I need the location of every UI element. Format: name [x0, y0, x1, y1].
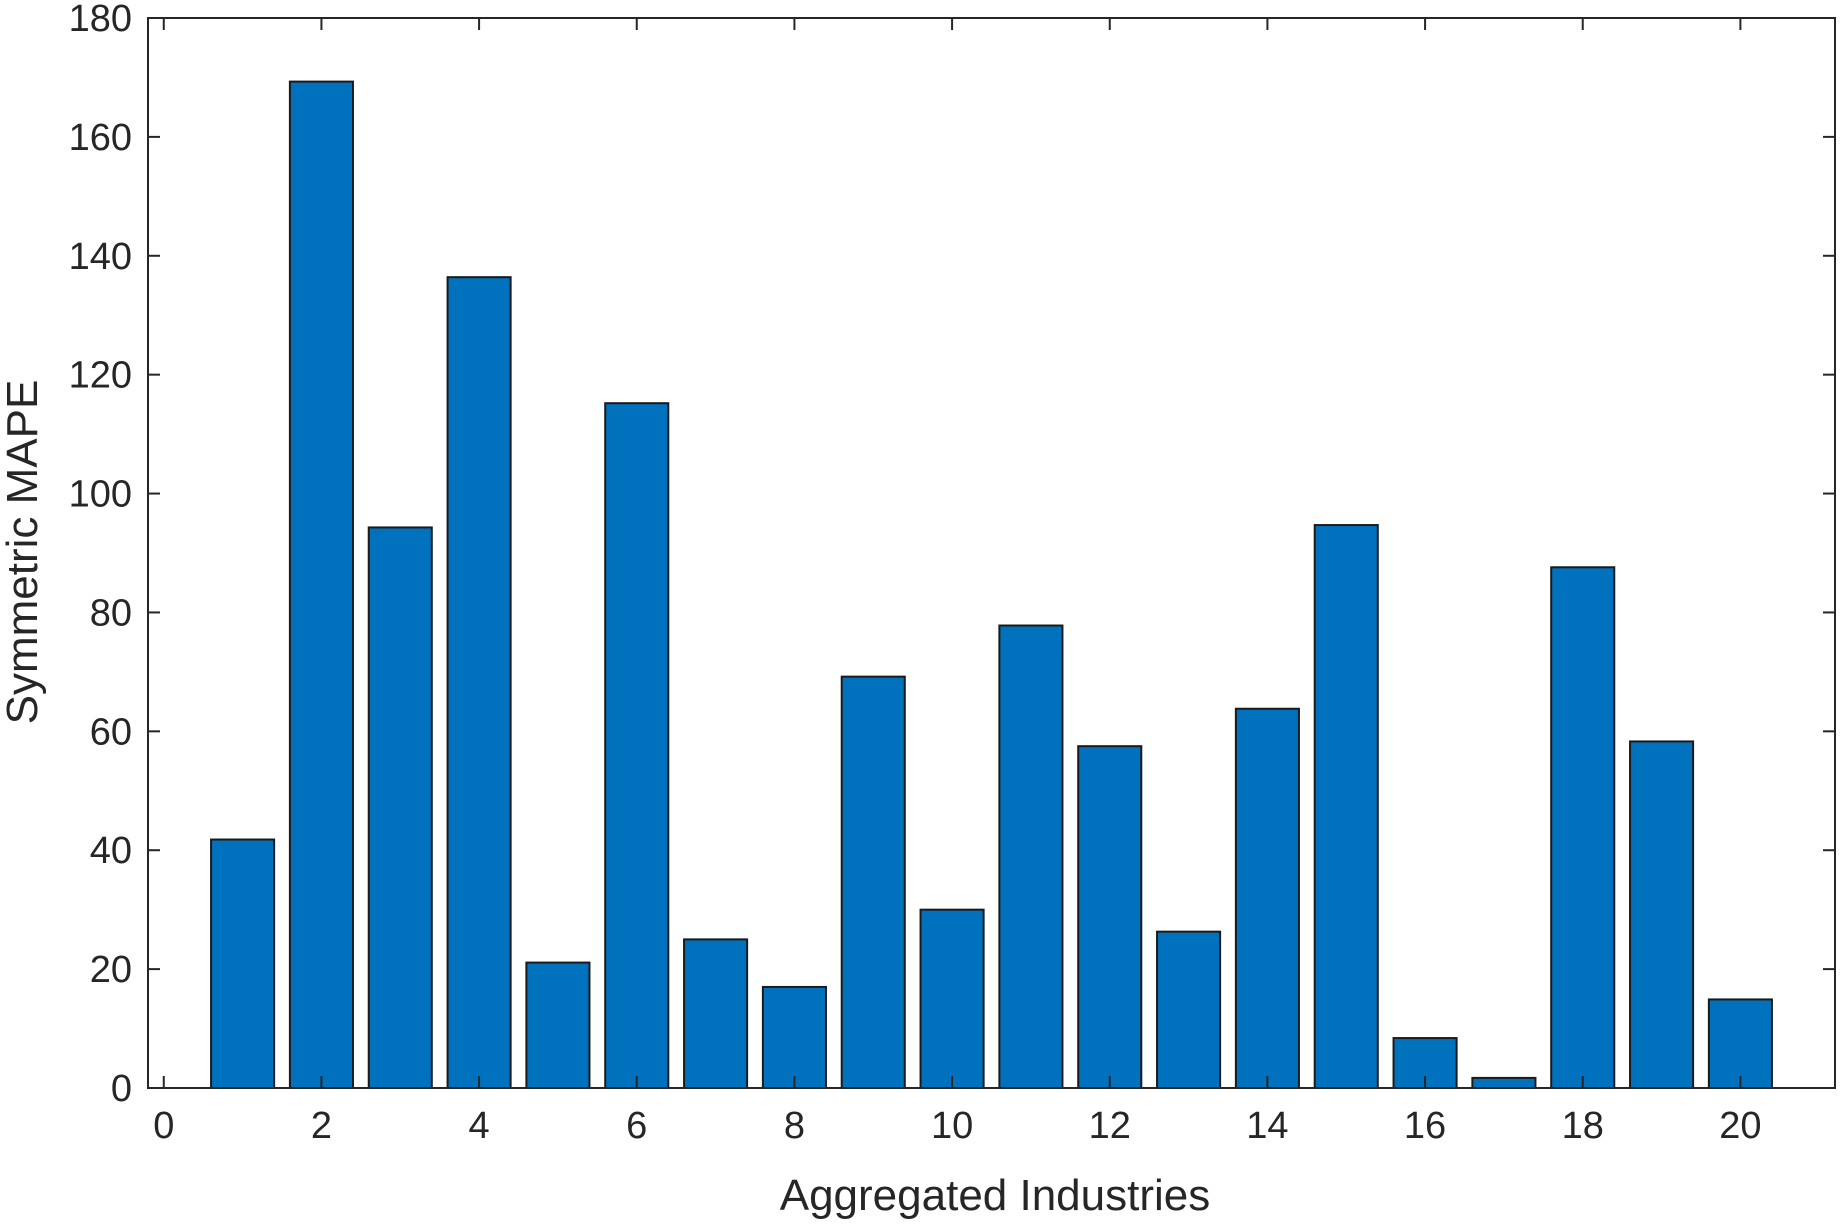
bar-10	[919, 908, 985, 1090]
bar-17	[1471, 1076, 1537, 1089]
x-tick-label: 2	[311, 1105, 332, 1147]
bar-7	[683, 938, 749, 1090]
x-tick-label: 6	[626, 1105, 647, 1147]
bar-2	[288, 80, 354, 1090]
y-tick-label: 180	[69, 0, 132, 40]
y-tick-label: 100	[69, 474, 132, 516]
y-axis-ticks: 0 20 40 60 80 100 120 140 160 180	[69, 0, 1835, 1110]
bar-8	[761, 985, 827, 1090]
y-tick-label: 60	[90, 711, 132, 753]
plot-frame	[147, 17, 1836, 1089]
x-tick-label: 4	[469, 1105, 490, 1147]
x-tick-label: 8	[784, 1105, 805, 1147]
bar-6	[604, 402, 670, 1089]
y-tick-label: 140	[69, 236, 132, 278]
x-axis-title: Aggregated Industries	[780, 1171, 1211, 1220]
bars-group	[210, 80, 1773, 1090]
bar-9	[840, 675, 906, 1090]
y-tick-label: 0	[111, 1068, 132, 1110]
y-tick-label: 20	[90, 949, 132, 991]
y-axis-title: Symmetric MAPE	[0, 380, 47, 725]
x-tick-label: 10	[931, 1105, 973, 1147]
bar-1	[210, 838, 276, 1089]
bar-5	[525, 961, 591, 1089]
bar-12	[1077, 745, 1143, 1089]
y-tick-label: 40	[90, 830, 132, 872]
x-tick-label: 12	[1089, 1105, 1131, 1147]
bar-14	[1234, 707, 1300, 1089]
y-tick-label: 80	[90, 592, 132, 634]
bar-19	[1629, 740, 1695, 1089]
bar-15	[1313, 524, 1379, 1089]
y-tick-label: 120	[69, 355, 132, 397]
x-tick-label: 16	[1404, 1105, 1446, 1147]
x-tick-label: 14	[1246, 1105, 1288, 1147]
bar-4	[446, 276, 512, 1089]
x-axis-ticks: 0 2 4 6 8 10 12 14 16 18 20	[153, 18, 1762, 1147]
bar-13	[1156, 930, 1222, 1090]
y-tick-label: 160	[69, 117, 132, 159]
bar-20	[1707, 998, 1773, 1090]
bar-18	[1550, 566, 1616, 1089]
bar-11	[998, 624, 1064, 1089]
x-tick-label: 18	[1562, 1105, 1604, 1147]
bar-3	[367, 526, 433, 1089]
x-tick-label: 20	[1719, 1105, 1761, 1147]
x-tick-label: 0	[153, 1105, 174, 1147]
axes-group	[147, 17, 1836, 1089]
